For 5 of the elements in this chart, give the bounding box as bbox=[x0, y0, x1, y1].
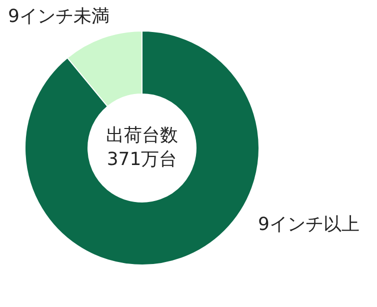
slice-label: 9インチ未満 bbox=[8, 6, 110, 27]
donut-slice bbox=[24, 30, 260, 266]
slice-label: 9インチ以上 bbox=[258, 214, 360, 235]
text: 出荷台数 bbox=[106, 125, 178, 146]
text: 371万台 bbox=[106, 149, 178, 170]
